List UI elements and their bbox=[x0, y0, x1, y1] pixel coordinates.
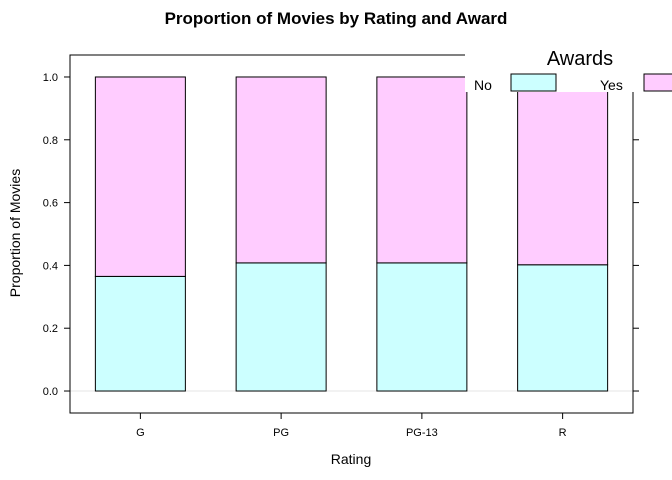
x-axis-label: Rating bbox=[331, 451, 371, 467]
legend-title: Awards bbox=[547, 48, 613, 70]
bar-yes-r bbox=[517, 76, 609, 266]
y-tick-label: 0.0 bbox=[43, 386, 58, 398]
y-axis-label: Proportion of Movies bbox=[7, 169, 23, 297]
legend-background bbox=[465, 40, 672, 92]
x-tick-label: PG bbox=[273, 427, 289, 439]
bar-yes-pg-13 bbox=[376, 76, 468, 264]
bar-no-g bbox=[94, 275, 186, 392]
legend-swatch-no bbox=[510, 73, 557, 92]
x-tick-label: R bbox=[559, 427, 567, 439]
bar-no-pg bbox=[235, 262, 327, 392]
bar-yes-pg bbox=[235, 76, 327, 264]
y-tick-label: 0.4 bbox=[43, 260, 58, 272]
y-tick-label: 0.2 bbox=[43, 323, 58, 335]
y-tick-label: 1.0 bbox=[43, 72, 58, 84]
legend-swatch-yes bbox=[643, 73, 672, 92]
legend-label-yes: Yes bbox=[600, 77, 623, 93]
x-tick-label: PG-13 bbox=[406, 427, 438, 439]
bar-no-r bbox=[517, 264, 609, 392]
y-tick-label: 0.6 bbox=[43, 198, 58, 210]
plot-area: 0.0 0.2 0.4 0.6 0.8 1.0 G PG PG-13 R Awards No Yes bbox=[43, 40, 672, 439]
x-tick-label: G bbox=[136, 427, 145, 439]
bar-yes-g bbox=[94, 76, 186, 277]
chart-title: Proportion of Movies by Rating and Award bbox=[165, 9, 508, 28]
y-tick-label: 0.8 bbox=[43, 135, 58, 147]
bar-no-pg-13 bbox=[376, 262, 468, 392]
plot-border bbox=[69, 54, 634, 414]
legend-label-no: No bbox=[474, 77, 492, 93]
